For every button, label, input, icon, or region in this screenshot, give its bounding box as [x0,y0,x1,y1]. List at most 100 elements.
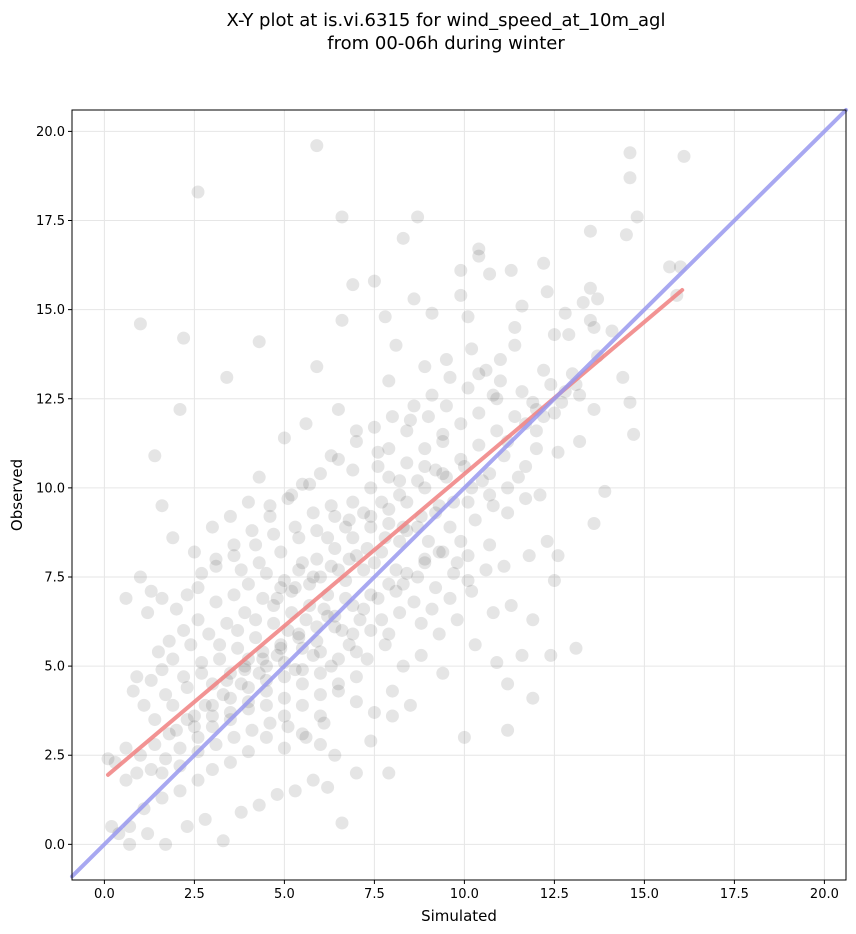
data-point [630,210,644,224]
x-tick-label: 15.0 [630,887,659,902]
data-point [378,638,392,652]
data-point [436,666,450,680]
data-point [187,720,201,734]
data-point [216,834,230,848]
data-point [569,641,583,655]
data-point [267,527,281,541]
data-point [288,581,302,595]
data-point [450,556,464,570]
data-point [598,484,612,498]
reference-lines [70,108,848,879]
data-point [483,267,497,281]
data-point [231,641,245,655]
data-point [479,363,493,377]
data-point [155,766,169,780]
data-point [360,652,374,666]
data-point [209,552,223,566]
data-point [227,549,241,563]
data-point [454,417,468,431]
data-point [465,584,479,598]
data-point [677,149,691,163]
data-point [375,495,389,509]
x-tick-label: 5.0 [274,887,295,902]
data-point [547,406,561,420]
data-point [346,495,360,509]
data-point [166,652,180,666]
data-point [141,606,155,620]
data-point [162,634,176,648]
data-point [144,673,158,687]
data-point [331,563,345,577]
data-point [130,670,144,684]
data-point [544,377,558,391]
data-point [663,260,677,274]
data-point [483,488,497,502]
data-point [173,741,187,755]
data-point [241,745,255,759]
data-point [151,645,165,659]
y-axis-label: Observed [8,459,26,531]
data-point [407,595,421,609]
data-point [321,780,335,794]
data-point [393,488,407,502]
data-point [335,313,349,327]
data-point [119,741,133,755]
data-point [328,541,342,555]
data-point [277,691,291,705]
data-point [515,648,529,662]
data-point [367,274,381,288]
data-point [493,374,507,388]
data-point [461,495,475,509]
data-point [155,591,169,605]
data-point [177,331,191,345]
data-point [493,353,507,367]
data-point [267,599,281,613]
data-point [205,762,219,776]
data-point [436,435,450,449]
data-point [173,784,187,798]
data-point [335,210,349,224]
data-point [472,438,486,452]
data-point [241,495,255,509]
data-point [252,335,266,349]
data-point [483,538,497,552]
data-point [277,709,291,723]
data-point [270,787,284,801]
data-point [443,370,457,384]
data-point [508,410,522,424]
data-point [425,306,439,320]
data-point [414,648,428,662]
data-point [382,577,396,591]
data-point [346,627,360,641]
data-point [313,666,327,680]
data-point [191,613,205,627]
plot-area-frame [71,109,847,881]
data-point [346,278,360,292]
data-point [155,663,169,677]
x-tick-label: 12.5 [540,887,569,902]
data-point [418,442,432,456]
data-point [184,638,198,652]
data-point [209,559,223,573]
data-point [213,638,227,652]
data-point [191,730,205,744]
data-point [342,552,356,566]
data-point [375,613,389,627]
data-point [407,399,421,413]
data-point [241,577,255,591]
data-point [144,762,158,776]
data-point [475,474,489,488]
data-point [349,435,363,449]
x-axis-ticks: 0.0 2.5 5.0 7.5 10.0 12.5 15.0 17.5 20.0 [94,880,839,902]
data-point [119,773,133,787]
data-point [306,506,320,520]
data-point [313,709,327,723]
data-point [310,552,324,566]
data-point [223,691,237,705]
data-point [436,467,450,481]
data-point [461,549,475,563]
data-point [619,228,633,242]
y-tick-label: 2.5 [44,749,65,764]
data-point [234,805,248,819]
y-tick-label: 15.0 [36,303,65,318]
